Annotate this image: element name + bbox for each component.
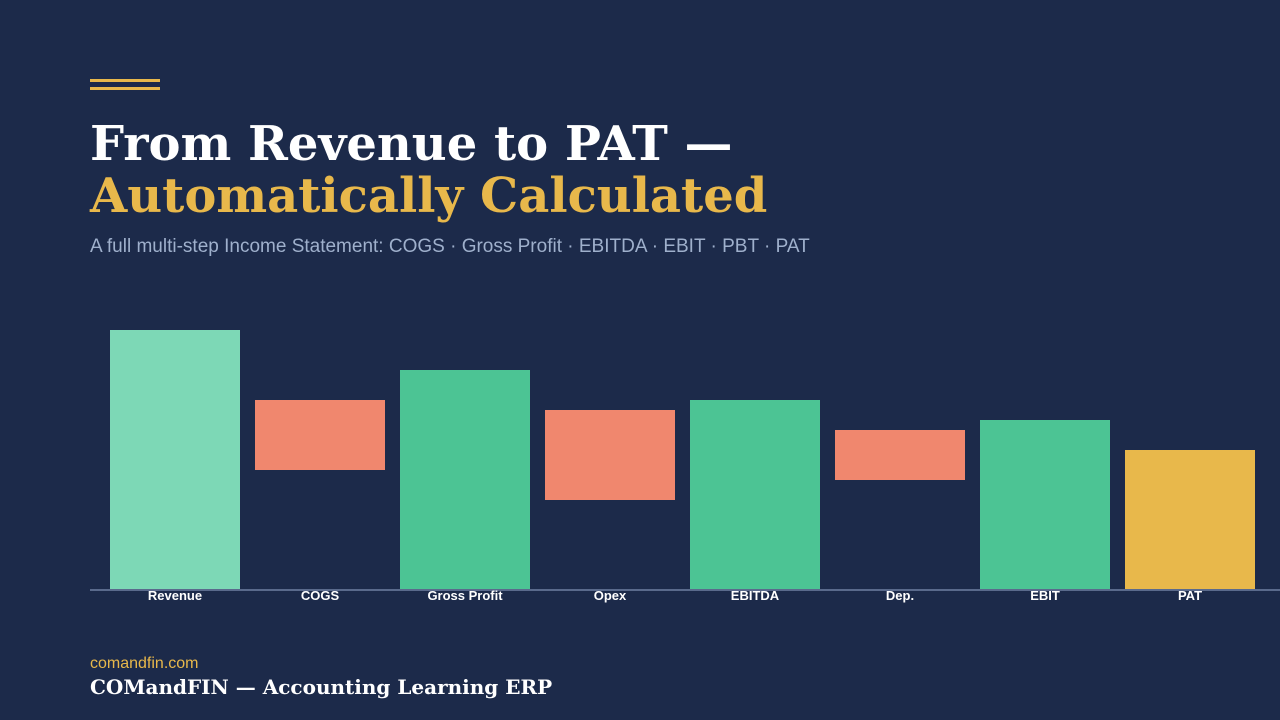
labels-group: Revenue COGS Gross Profit Opex EBITDA Dep. EBI…	[148, 588, 1202, 603]
waterfall-chart: Revenue COGS Gross Profit Opex EBITDA Dep. EBI…	[90, 330, 1280, 603]
title-line-2: Automatically Calculated	[90, 168, 768, 224]
bar-revenue	[110, 330, 240, 590]
footer-brand: COMandFIN — Accounting Learning ERP	[90, 675, 553, 699]
bar-gross-profit	[400, 370, 530, 590]
bars-group	[110, 330, 1255, 590]
title-line-1: From Revenue to PAT —	[90, 116, 733, 172]
accent-line-top	[90, 79, 160, 82]
bar-label-ebit: EBIT	[1030, 588, 1060, 603]
bar-ebit	[980, 420, 1110, 590]
bar-cogs	[255, 400, 385, 470]
bar-ebitda	[690, 400, 820, 590]
bar-label-dep: Dep.	[886, 588, 914, 603]
page-title: From Revenue to PAT — Automatically Calc…	[90, 118, 767, 222]
bar-label-pat: PAT	[1178, 588, 1202, 603]
bar-dep	[835, 430, 965, 480]
bar-label-gross-profit: Gross Profit	[427, 588, 503, 603]
accent-lines	[90, 79, 160, 92]
bar-label-ebitda: EBITDA	[731, 588, 780, 603]
accent-line-bottom	[90, 87, 160, 90]
bar-label-opex: Opex	[594, 588, 627, 603]
bar-pat	[1125, 450, 1255, 590]
page-subtitle: A full multi-step Income Statement: COGS…	[90, 236, 810, 257]
footer-url[interactable]: comandfin.com	[90, 655, 199, 672]
bar-opex	[545, 410, 675, 500]
bar-label-revenue: Revenue	[148, 588, 202, 603]
bar-label-cogs: COGS	[301, 588, 340, 603]
